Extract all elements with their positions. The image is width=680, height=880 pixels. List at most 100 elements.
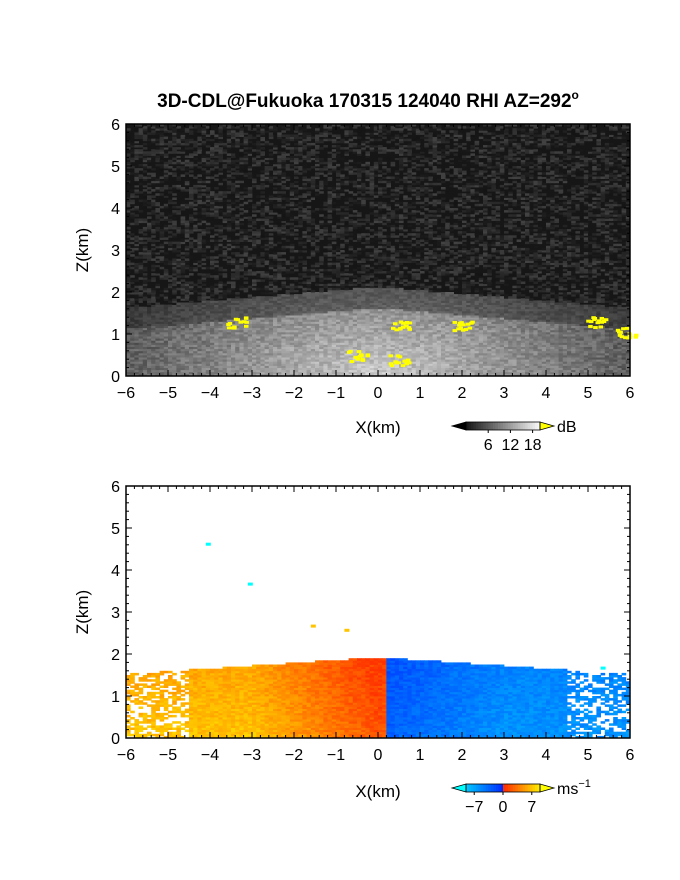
reflectivity-cell — [218, 283, 223, 287]
reflectivity-cell — [189, 340, 194, 343]
reflectivity-cell — [302, 275, 307, 278]
reflectivity-cell — [168, 226, 173, 230]
reflectivity-cell — [201, 294, 207, 297]
reflectivity-cell — [357, 235, 362, 238]
reflectivity-cell — [310, 155, 316, 158]
reflectivity-cell — [247, 365, 253, 368]
reflectivity-cell — [247, 357, 253, 360]
reflectivity-cell — [260, 271, 265, 274]
reflectivity-cell — [323, 348, 328, 352]
reflectivity-cell — [348, 346, 354, 350]
reflectivity-cell — [163, 195, 169, 198]
reflectivity-cell — [302, 149, 307, 152]
reflectivity-cell — [327, 352, 333, 356]
reflectivity-cell — [151, 327, 156, 331]
reflectivity-cell — [235, 140, 240, 144]
reflectivity-cell — [268, 264, 274, 268]
reflectivity-cell — [273, 264, 278, 268]
reflectivity-cell — [298, 344, 303, 347]
reflectivity-cell — [176, 241, 181, 245]
reflectivity-cell — [315, 346, 320, 350]
reflectivity-cell — [222, 275, 228, 278]
reflectivity-cell — [184, 344, 190, 347]
reflectivity-cell — [134, 264, 139, 268]
reflectivity-cell — [336, 136, 341, 140]
reflectivity-cell — [235, 367, 240, 371]
reflectivity-cell — [172, 250, 177, 253]
reflectivity-cell — [264, 346, 270, 350]
reflectivity-cell — [147, 174, 152, 177]
reflectivity-cell — [172, 352, 177, 356]
reflectivity-cell — [277, 331, 282, 335]
reflectivity-cell — [218, 182, 223, 186]
reflectivity-cell — [163, 273, 169, 276]
reflectivity-cell — [243, 346, 249, 350]
reflectivity-cell — [168, 201, 173, 205]
reflectivity-cell — [176, 245, 181, 249]
reflectivity-cell — [172, 174, 177, 177]
reflectivity-cell — [126, 153, 131, 156]
reflectivity-cell — [357, 281, 362, 284]
reflectivity-cell — [298, 124, 303, 127]
reflectivity-cell — [331, 166, 337, 169]
reflectivity-cell — [247, 346, 253, 350]
reflectivity-cell — [142, 153, 148, 156]
reflectivity-cell — [172, 172, 177, 175]
reflectivity-cell — [315, 329, 320, 333]
reflectivity-cell — [155, 310, 160, 314]
reflectivity-cell — [201, 319, 207, 322]
reflectivity-cell — [159, 367, 165, 371]
reflectivity-cell — [365, 191, 370, 194]
reflectivity-cell — [306, 235, 312, 238]
reflectivity-cell — [239, 189, 244, 192]
reflectivity-cell — [369, 336, 375, 339]
reflectivity-cell — [369, 273, 375, 276]
reflectivity-cell — [168, 210, 173, 213]
reflectivity-cell — [315, 172, 320, 175]
reflectivity-cell — [247, 325, 253, 329]
reflectivity-cell — [126, 260, 131, 263]
reflectivity-cell — [231, 342, 236, 345]
reflectivity-cell — [268, 298, 274, 301]
reflectivity-cell — [126, 321, 131, 324]
reflectivity-cell — [260, 245, 265, 249]
reflectivity-cell — [344, 212, 349, 215]
reflectivity-cell — [235, 241, 240, 245]
reflectivity-cell — [340, 285, 345, 289]
reflectivity-cell — [306, 352, 312, 356]
reflectivity-cell — [247, 310, 253, 314]
reflectivity-cell — [277, 163, 282, 167]
reflectivity-cell — [256, 361, 261, 364]
reflectivity-cell — [231, 136, 236, 140]
reflectivity-cell — [281, 187, 286, 190]
reflectivity-cell — [344, 338, 349, 341]
reflectivity-cell — [319, 363, 324, 366]
reflectivity-cell — [268, 195, 274, 198]
reflectivity-cell — [159, 325, 165, 329]
reflectivity-cell — [344, 323, 349, 326]
reflectivity-cell — [327, 176, 333, 179]
reflectivity-cell — [226, 180, 232, 184]
reflectivity-cell — [281, 205, 286, 209]
reflectivity-cell — [327, 355, 333, 358]
reflectivity-cell — [142, 201, 148, 205]
reflectivity-cell — [193, 268, 198, 272]
reflectivity-cell — [184, 161, 190, 165]
reflectivity-cell — [369, 334, 375, 337]
reflectivity-cell — [365, 142, 370, 146]
reflectivity-cell — [273, 321, 278, 324]
reflectivity-cell — [378, 321, 383, 324]
reflectivity-cell — [180, 317, 186, 320]
reflectivity-cell — [336, 128, 341, 131]
reflectivity-cell — [210, 348, 215, 352]
reflectivity-cell — [281, 252, 286, 255]
reflectivity-cell — [294, 268, 299, 272]
reflectivity-cell — [201, 184, 207, 188]
reflectivity-cell — [340, 138, 345, 142]
reflectivity-cell — [231, 319, 236, 322]
reflectivity-cell — [302, 281, 307, 284]
reflectivity-cell — [348, 208, 354, 211]
reflectivity-cell — [260, 136, 265, 140]
reflectivity-cell — [193, 153, 198, 156]
reflectivity-cell — [336, 321, 341, 324]
